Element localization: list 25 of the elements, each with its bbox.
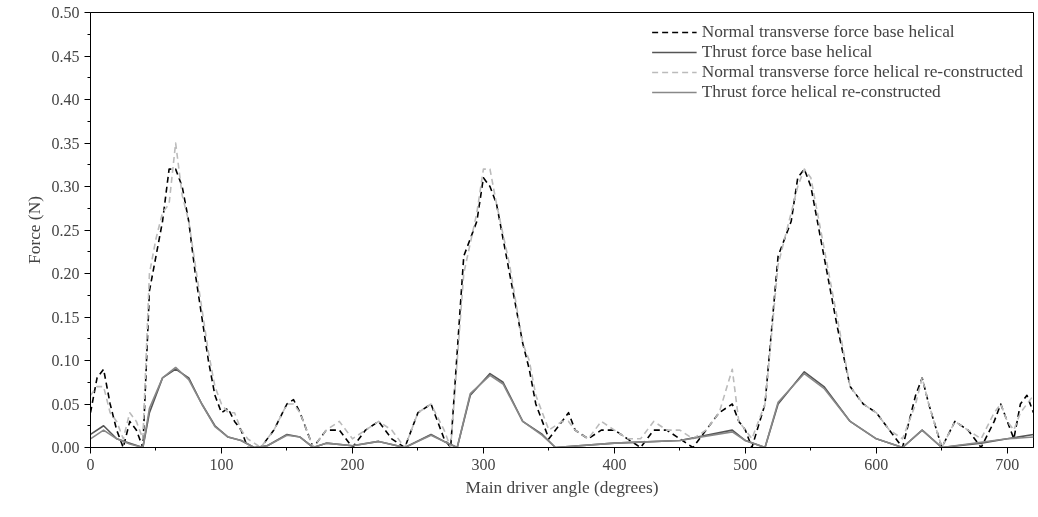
y-tick-label: 0.50 [51, 4, 80, 21]
y-tick-label: 0.45 [51, 47, 80, 65]
y-tick-label: 0.15 [51, 308, 80, 326]
legend-label: Thrust force base helical [701, 42, 873, 62]
x-tick-label: 400 [602, 455, 627, 473]
y-tick-label: 0.40 [51, 91, 80, 108]
x-tick-label: 600 [864, 455, 889, 473]
y-axis-title: Force (N) [24, 195, 44, 264]
x-axis-title: Main driver angle (degrees) [465, 477, 659, 497]
x-tick-label: 200 [340, 455, 365, 473]
x-tick-label: 0 [86, 455, 95, 473]
legend-label: Thrust force helical re-constructed [701, 82, 941, 102]
y-tick-label: 0.25 [51, 221, 80, 239]
y-tick-label: 0.05 [51, 395, 80, 413]
y-tick-label: 0.20 [51, 265, 80, 282]
x-tick-label: 500 [733, 455, 758, 473]
x-tick-label: 300 [471, 455, 496, 473]
legend-label: Normal transverse force base helical [701, 22, 955, 42]
y-tick-label: 0.35 [51, 134, 80, 152]
legend-label: Normal transverse force helical re-constructed [701, 62, 1023, 82]
y-tick-label: 0.00 [51, 439, 80, 456]
y-tick-label: 0.10 [51, 352, 80, 369]
y-tick-label: 0.30 [51, 178, 80, 195]
x-tick-label: 100 [209, 455, 234, 473]
x-tick-label: 700 [995, 455, 1020, 473]
